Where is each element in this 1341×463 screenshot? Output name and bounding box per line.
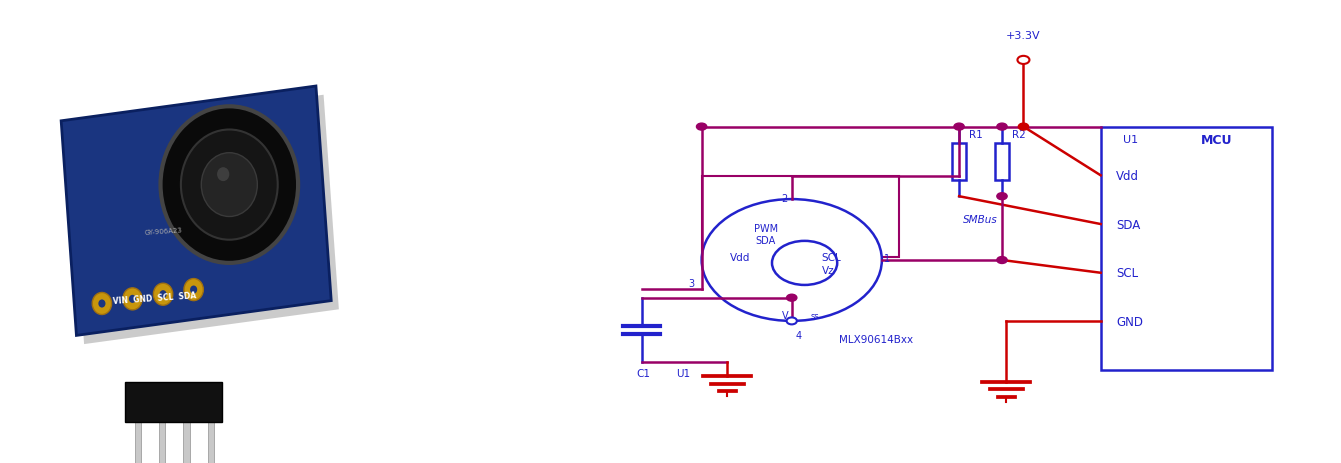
Circle shape: [953, 124, 964, 131]
Text: SDA: SDA: [1116, 218, 1140, 231]
Bar: [125, 382, 221, 422]
Polygon shape: [62, 87, 331, 336]
Circle shape: [996, 124, 1007, 131]
Bar: [160, 419, 165, 463]
Circle shape: [1018, 56, 1030, 65]
Circle shape: [217, 168, 229, 182]
Text: R1: R1: [970, 130, 983, 140]
Bar: [952, 144, 966, 181]
Text: Vz: Vz: [822, 266, 834, 276]
Text: 4: 4: [797, 330, 802, 340]
Bar: [208, 419, 215, 463]
Circle shape: [190, 286, 197, 294]
Text: MLX90614Bxx: MLX90614Bxx: [839, 334, 913, 344]
Circle shape: [696, 124, 707, 131]
Text: U1: U1: [1124, 135, 1139, 145]
Text: +3.3V: +3.3V: [1006, 31, 1041, 41]
Circle shape: [181, 130, 278, 240]
Circle shape: [123, 288, 142, 310]
Text: 3: 3: [688, 279, 695, 288]
Bar: [184, 419, 189, 463]
Circle shape: [996, 194, 1007, 200]
Circle shape: [160, 291, 166, 299]
Text: MCU: MCU: [1200, 133, 1232, 147]
Text: SDA: SDA: [756, 235, 776, 245]
Text: SCL: SCL: [1116, 267, 1139, 280]
Circle shape: [772, 241, 837, 285]
Text: PWM: PWM: [754, 224, 778, 234]
Bar: [701, 176, 898, 257]
Circle shape: [787, 318, 797, 325]
Text: Vdd: Vdd: [730, 252, 751, 263]
Circle shape: [129, 295, 135, 303]
Circle shape: [701, 200, 882, 321]
Circle shape: [98, 300, 106, 308]
Circle shape: [787, 294, 797, 301]
Text: GY-906A23: GY-906A23: [143, 227, 182, 236]
Circle shape: [184, 279, 204, 301]
Text: R2: R2: [1012, 130, 1026, 140]
Circle shape: [153, 283, 173, 306]
Text: C1: C1: [636, 369, 650, 379]
Circle shape: [996, 257, 1007, 264]
Text: Vdd: Vdd: [1116, 169, 1139, 182]
Circle shape: [93, 293, 111, 315]
Bar: [134, 419, 141, 463]
Text: U1: U1: [676, 369, 691, 379]
Bar: [1101, 127, 1273, 370]
Bar: [995, 144, 1008, 181]
Circle shape: [201, 153, 257, 217]
Text: GND: GND: [1116, 315, 1143, 328]
Polygon shape: [68, 95, 339, 344]
Text: SCL: SCL: [822, 252, 842, 263]
Text: SMBus: SMBus: [963, 215, 998, 225]
Text: 2: 2: [782, 194, 787, 204]
Text: ss: ss: [810, 311, 819, 320]
Text: VIN  GND  SCL  SDA: VIN GND SCL SDA: [113, 291, 196, 306]
Circle shape: [1018, 124, 1029, 131]
Circle shape: [161, 107, 298, 263]
Text: V: V: [782, 310, 789, 320]
Text: 1: 1: [884, 253, 889, 263]
